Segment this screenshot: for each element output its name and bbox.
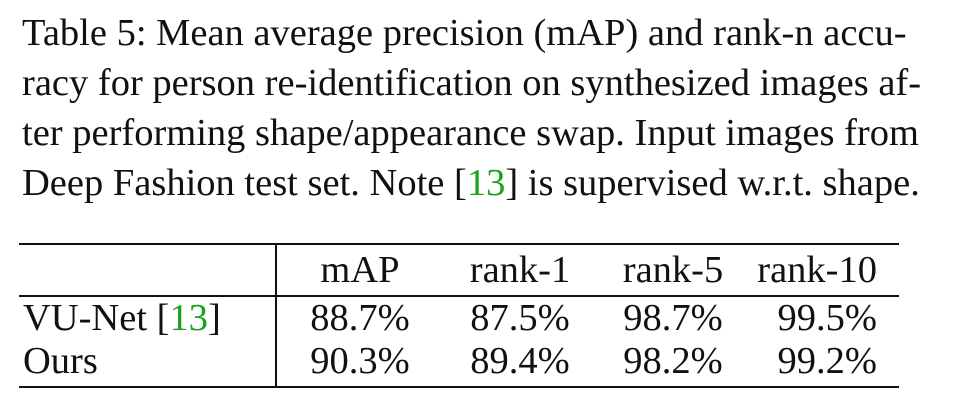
rank-10-value: 99.5% bbox=[777, 297, 877, 339]
header-map: mAP bbox=[276, 243, 443, 297]
results-table: mAP rank-1 rank-5 rank-10 VU-Net [13] 88… bbox=[19, 243, 899, 388]
rank-5-value: 98.2% bbox=[597, 340, 749, 388]
caption-line-1: Table 5: Mean average precision (mAP) an… bbox=[22, 12, 907, 54]
method-name: Ours bbox=[23, 340, 98, 382]
method-name: VU-Net [ bbox=[23, 297, 170, 339]
rank-1-value: 87.5% bbox=[470, 297, 570, 339]
table-caption: Table 5: Mean average precision (mAP) an… bbox=[22, 8, 962, 208]
method-cell: Ours bbox=[19, 340, 277, 388]
method-cell: VU-Net [13] bbox=[19, 296, 277, 340]
method-name: ] bbox=[207, 297, 221, 339]
table-row: VU-Net [13] 88.7% 87.5% 98.7% 99.5% bbox=[19, 296, 899, 340]
table-row: Ours 90.3% 89.4% 98.2% 99.2% bbox=[19, 340, 899, 388]
caption-text: Deep Fashion test set. Note [ bbox=[22, 162, 467, 204]
header-rank-1: rank-1 bbox=[443, 243, 597, 297]
caption-line-4: Deep Fashion test set. Note [13] is supe… bbox=[22, 158, 962, 208]
citation-link[interactable]: 13 bbox=[466, 162, 506, 204]
rank-1-value: 89.4% bbox=[443, 340, 597, 388]
map-value: 88.7% bbox=[310, 297, 410, 339]
caption-line-2: racy for person re-identification on syn… bbox=[22, 62, 922, 104]
header-rank-5: rank-5 bbox=[597, 243, 749, 297]
map-value: 90.3% bbox=[276, 340, 443, 388]
caption-text: ] is supervised w.r.t. shape. bbox=[505, 162, 920, 204]
header-rank-10: rank-10 bbox=[749, 243, 899, 297]
header-method bbox=[19, 243, 277, 297]
citation-link[interactable]: 13 bbox=[169, 297, 208, 339]
caption-line-3: ter performing shape/appearance swap. In… bbox=[22, 112, 919, 154]
rank-10-value: 99.2% bbox=[749, 340, 899, 388]
rank-5-value: 98.7% bbox=[623, 297, 723, 339]
table-header-row: mAP rank-1 rank-5 rank-10 bbox=[19, 243, 899, 297]
